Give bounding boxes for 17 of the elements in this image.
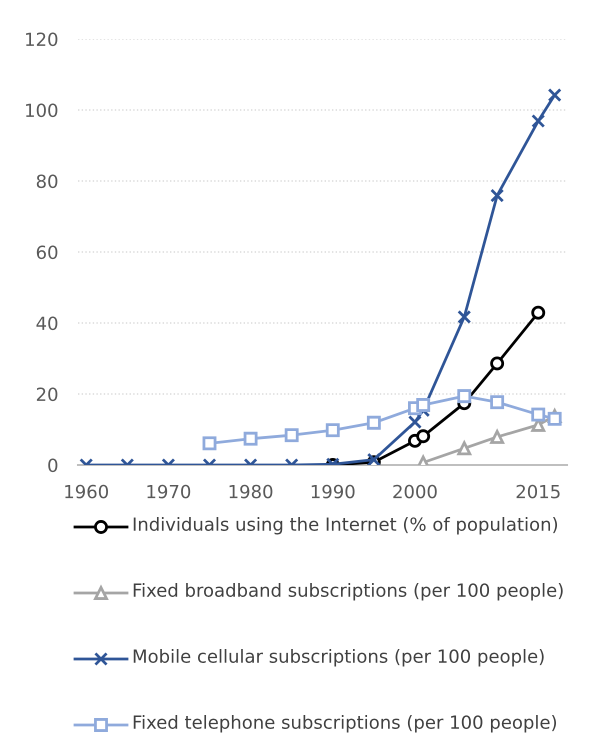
y-tick-label: 80 xyxy=(36,174,58,188)
x-tick-label: 2015 xyxy=(516,484,560,498)
y-tick-label: 100 xyxy=(26,103,58,118)
x-tick-label: 1970 xyxy=(147,484,190,498)
y-tick-label: 120 xyxy=(26,32,58,46)
y-tick-label: 60 xyxy=(36,245,58,260)
legend-label: Fixed telephone subscriptions (per 100 people) xyxy=(134,715,556,732)
x-tick-label: 1960 xyxy=(65,484,108,498)
x-tick-label: 2000 xyxy=(393,484,437,498)
x-tick-label: 1990 xyxy=(312,484,355,498)
x-tick-label: 1980 xyxy=(230,484,272,498)
y-tick-label: 20 xyxy=(36,387,58,402)
legend-label: Individuals using the Internet (% of population) xyxy=(134,517,558,534)
y-tick-label: 0 xyxy=(48,458,58,472)
legend-label: Fixed broadband subscriptions (per 100 people) xyxy=(134,583,563,600)
legend-label: Mobile cellular subscriptions (per 100 people) xyxy=(134,649,544,666)
y-tick-label: 40 xyxy=(36,316,58,330)
